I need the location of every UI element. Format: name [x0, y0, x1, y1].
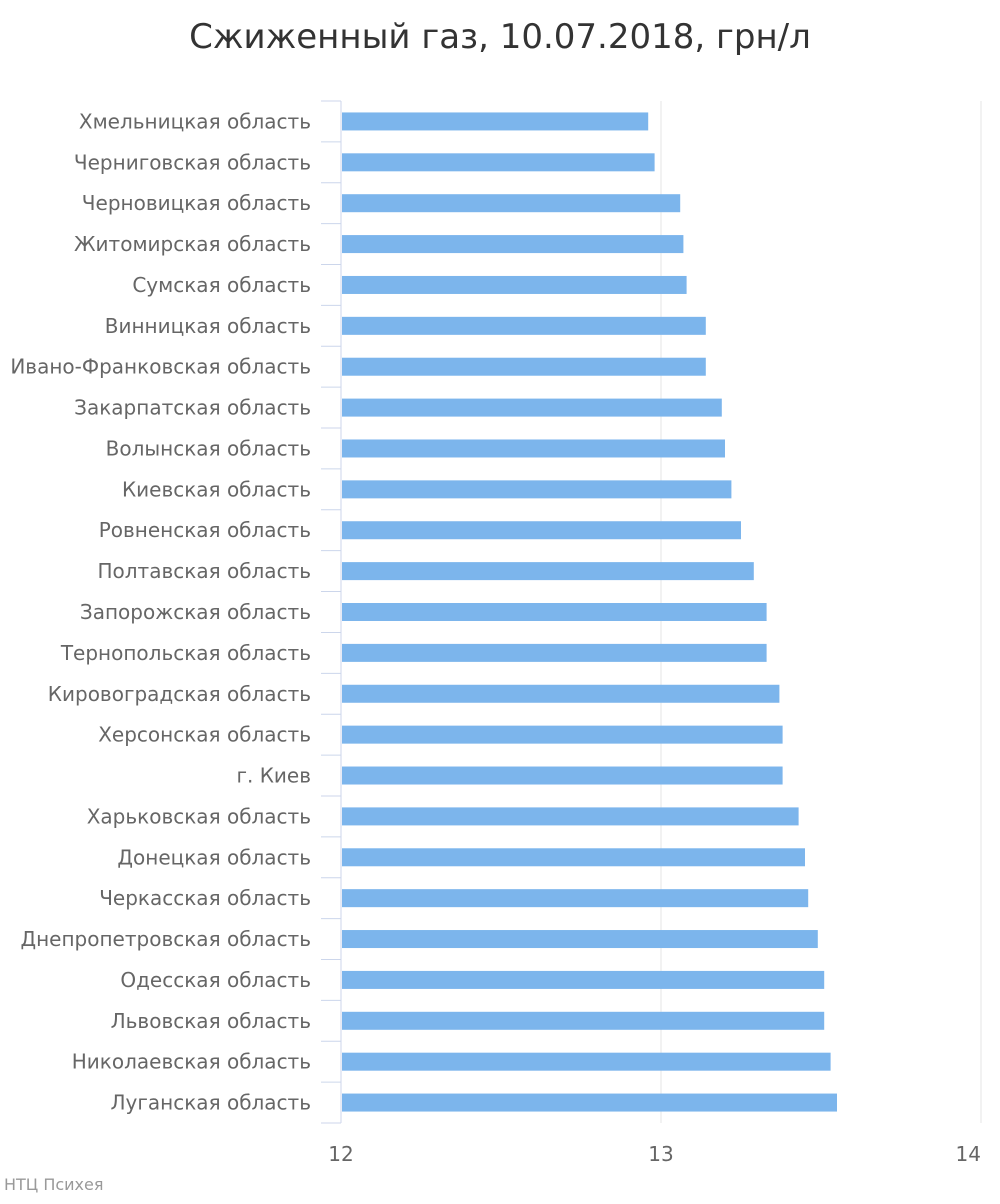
bar [342, 1093, 837, 1112]
bar [342, 766, 783, 785]
category-label: Черкасская область [99, 886, 311, 910]
bar [342, 807, 799, 826]
category-label: Одесская область [120, 968, 311, 992]
y-axis [321, 100, 342, 1124]
category-label: Харьковская область [87, 804, 311, 828]
bar-series [342, 112, 837, 1112]
bar [342, 1052, 831, 1071]
category-label: Черновицкая область [82, 191, 311, 215]
bar [342, 398, 722, 417]
bar [342, 643, 767, 662]
bar [342, 970, 825, 989]
bar [342, 684, 780, 703]
bar [342, 889, 809, 908]
bar [342, 357, 706, 376]
category-label: г. Киев [236, 764, 311, 788]
bar [342, 725, 783, 744]
bar [342, 603, 767, 621]
category-label: Тернопольская область [60, 641, 311, 665]
category-label: Черниговская область [74, 150, 311, 174]
bar [342, 194, 681, 213]
bar [342, 930, 818, 949]
bar [342, 275, 687, 294]
x-tick-label: 12 [328, 1142, 353, 1166]
bar [342, 521, 741, 540]
bar [342, 1011, 825, 1030]
category-label: Винницкая область [105, 314, 311, 338]
category-label: Полтавская область [97, 559, 311, 583]
category-label: Ровненская область [99, 518, 311, 542]
chart-title: Сжиженный газ, 10.07.2018, грн/л [189, 17, 811, 57]
category-label: Закарпатская область [74, 396, 311, 420]
bar [342, 480, 732, 499]
x-tick-label: 13 [648, 1142, 673, 1166]
category-label: Львовская область [111, 1009, 311, 1033]
chart-credits[interactable]: НТЦ Психея [4, 1175, 103, 1194]
category-label: Ивано-Франковская область [10, 355, 311, 379]
category-label: Донецкая область [117, 845, 311, 869]
category-label: Волынская область [106, 436, 311, 460]
category-label: Кировоградская область [48, 682, 311, 706]
category-label: Луганская область [111, 1091, 311, 1115]
category-label: Запорожская область [80, 600, 311, 624]
bar [342, 562, 754, 581]
x-tick-label: 14 [956, 1142, 981, 1166]
category-label: Хмельницкая область [79, 109, 311, 133]
x-axis-ticks: 12 13 14 [328, 1142, 981, 1166]
category-label: Киевская область [122, 477, 311, 501]
bar [342, 316, 706, 335]
category-label: Херсонская область [98, 723, 311, 747]
bar [342, 439, 725, 458]
category-labels: Хмельницкая область Черниговская область Ч… [10, 109, 311, 1114]
bar [342, 153, 655, 172]
category-label: Днепропетровская область [20, 927, 311, 951]
category-label: Житомирская область [74, 232, 311, 256]
category-label: Сумская область [132, 273, 311, 297]
category-label: Николаевская область [72, 1050, 311, 1074]
bar [342, 112, 649, 131]
bar [342, 848, 805, 867]
bar [342, 235, 684, 254]
